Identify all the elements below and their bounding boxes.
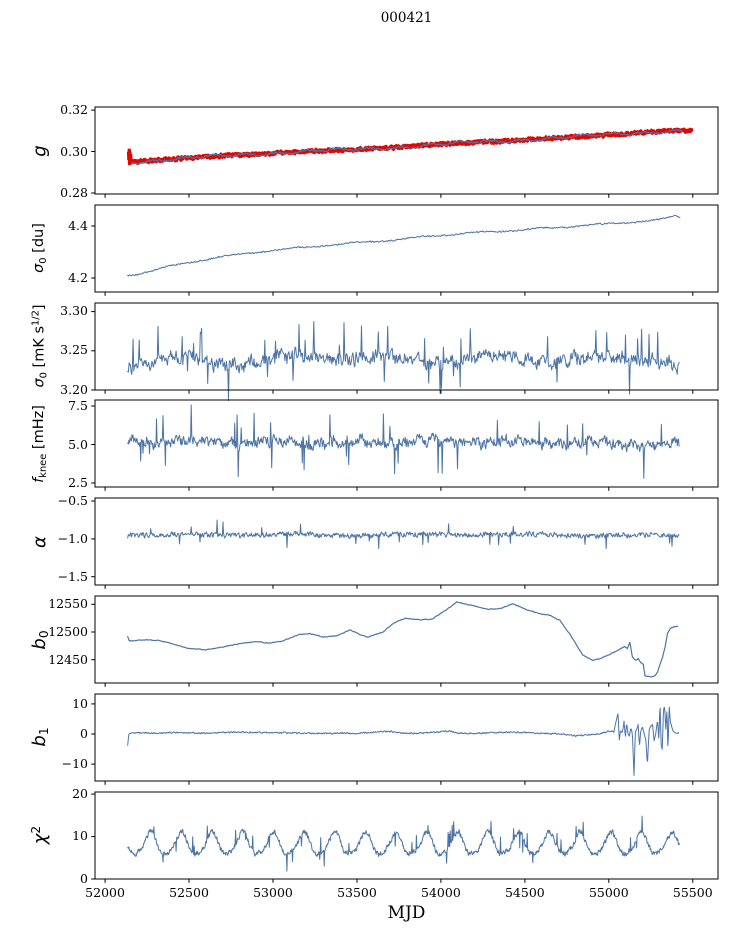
ylabel-variable: b (28, 637, 50, 650)
y-axis-label-chi2: χ2 (29, 826, 51, 844)
series-sigma0-du (127, 214, 681, 277)
axes-box (94, 399, 719, 488)
y-tick-label-b0: 12450 (48, 651, 88, 667)
y-tick-label-b1: −10 (61, 755, 88, 771)
figure-title: 000421 (380, 10, 433, 26)
series-gain-start-transient (126, 148, 133, 166)
plot-area-sigma0-du (91, 204, 719, 296)
y-tick-label-sigma0-mK: 3.30 (60, 303, 88, 319)
ylabel-text: ] (31, 304, 48, 311)
x-tick-label: 53500 (337, 884, 377, 900)
y-axis-label-g: g (30, 145, 51, 156)
series-fknee (127, 404, 680, 480)
panel-fknee (91, 399, 719, 492)
y-tick-label-alpha: −1.5 (57, 568, 88, 584)
x-tick-label: 52500 (169, 884, 209, 900)
series-sigma0-mK (127, 320, 680, 401)
y-tick-label-fknee: 2.5 (68, 475, 88, 491)
ylabel-text: 0 (37, 257, 49, 264)
series-alpha (127, 519, 680, 550)
x-tick-label: 55500 (672, 884, 713, 900)
y-tick-label-b1: 0 (80, 725, 88, 741)
ylabel-text: 2 (28, 825, 43, 834)
axes-box (94, 595, 719, 684)
y-tick-label-alpha: −0.5 (57, 493, 88, 509)
ylabel-variable: b (28, 735, 50, 747)
series-b0 (127, 601, 679, 678)
ylabel-variable: σ (31, 263, 48, 274)
plot-area-g (91, 106, 719, 198)
y-tick-label-chi2: 20 (72, 785, 88, 801)
panel-b0 (91, 595, 719, 687)
x-tick-label: 55000 (588, 884, 629, 900)
ylabel-text: knee (37, 453, 49, 478)
y-axis-label-sigma0-mK: σ0 [mK s1/2] (31, 305, 50, 388)
series-b1 (127, 706, 679, 776)
panel-sigma0-mK (91, 302, 719, 401)
plot-area-alpha (91, 497, 719, 589)
y-tick-label-b0: 12500 (48, 624, 88, 640)
y-tick-label-b1: 10 (72, 695, 88, 711)
x-axis-label: MJD (387, 903, 426, 923)
y-tick-label-chi2: 10 (72, 828, 88, 844)
y-tick-label-g: 0.32 (60, 102, 88, 118)
plot-area-b1 (91, 693, 719, 785)
x-tick-label: 53000 (253, 884, 293, 900)
y-tick-label-g: 0.30 (60, 143, 88, 159)
panel-g (91, 106, 719, 198)
ylabel-variable: σ (31, 378, 48, 388)
x-tick-label: 54000 (421, 884, 461, 900)
y-axis-label-sigma0-du: σ0 [du] (31, 223, 49, 273)
axes-box (94, 204, 719, 293)
y-tick-label-g: 0.28 (60, 184, 88, 200)
y-axis-label-b1: b1 (29, 728, 51, 747)
y-tick-label-fknee: 5.0 (68, 436, 88, 452)
ylabel-text: [mHz] (31, 405, 48, 454)
ylabel-variable: g (29, 144, 51, 157)
plot-area-sigma0-mK (91, 302, 719, 401)
y-tick-label-chi2: 0 (80, 870, 88, 886)
axes-box (94, 791, 719, 880)
axes-box (94, 106, 719, 195)
series-gain-smooth (129, 129, 683, 165)
y-axis-label-alpha: α (30, 536, 51, 548)
y-tick-label-alpha: −1.0 (57, 531, 88, 547)
y-tick-label-sigma0-du: 4.4 (68, 217, 88, 233)
axes-box (94, 302, 719, 391)
axes-box (94, 497, 719, 586)
panel-alpha (91, 497, 719, 589)
y-axis-label-b0: b0 (29, 630, 51, 649)
y-tick-label-fknee: 7.5 (68, 398, 88, 414)
panel-chi2 (91, 791, 719, 883)
ylabel-variable: f (31, 477, 48, 483)
ylabel-text: 0 (37, 629, 52, 638)
ylabel-text: 0 (38, 372, 50, 379)
plot-area-b0 (91, 595, 719, 687)
x-tick-label: 54500 (504, 884, 545, 900)
plot-area-chi2 (91, 791, 719, 883)
y-tick-label-sigma0-mK: 3.25 (60, 342, 88, 358)
ylabel-variable: α (29, 535, 51, 548)
y-tick-label-b0: 12550 (48, 596, 88, 612)
series-chi2 (127, 815, 680, 872)
ylabel-text: [du] (31, 223, 48, 258)
panel-b1 (91, 693, 719, 785)
ylabel-variable: χ (30, 833, 52, 845)
ylabel-text: 1/2 (30, 310, 42, 327)
panel-sigma0-du (91, 204, 719, 296)
y-axis-label-fknee: fknee [mHz] (31, 405, 49, 483)
y-tick-label-sigma0-du: 4.2 (68, 269, 88, 285)
x-tick-label: 52000 (85, 884, 125, 900)
ylabel-text: 1 (37, 727, 52, 736)
axes-box (94, 693, 719, 782)
y-tick-label-sigma0-mK: 3.20 (60, 381, 88, 397)
plot-area-fknee (91, 399, 719, 492)
ylabel-text: [mK s (31, 326, 48, 373)
